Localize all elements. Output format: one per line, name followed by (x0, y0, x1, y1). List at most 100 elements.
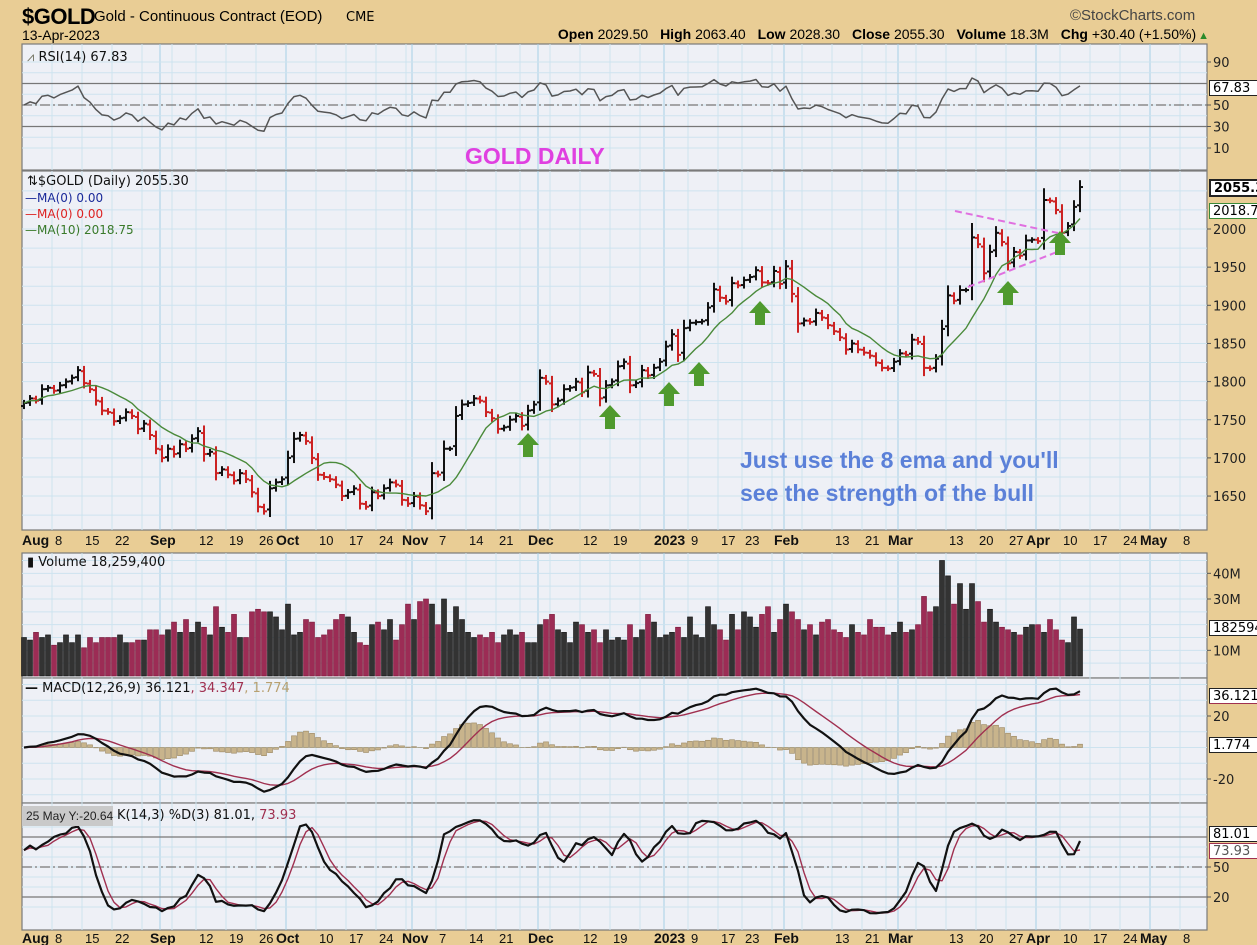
price-bar (627, 355, 633, 394)
macd-signal-value: 34.347 (198, 681, 245, 696)
price-bar (1023, 234, 1029, 261)
macd-histogram-bar (921, 747, 927, 749)
volume-bar (609, 639, 615, 677)
stockcharts-watermark[interactable]: ©StockCharts.com (1070, 7, 1196, 24)
volume-bar (123, 642, 129, 677)
macd-histogram-bar (549, 744, 555, 748)
volume-value-tag: 18259400 (1209, 620, 1257, 636)
price-bar (867, 349, 873, 359)
volume-bar (1053, 629, 1059, 677)
volume-bar (309, 621, 315, 677)
upper-trendline (954, 210, 1059, 234)
volume-bar (81, 647, 87, 677)
macd-histogram-bar (1071, 746, 1077, 748)
macd-histogram-bar (249, 747, 255, 753)
green-up-arrow-icon (688, 362, 710, 386)
price-label: $GOLD (Daily) 2055.30 (37, 174, 189, 189)
volume-bar (345, 616, 351, 677)
macd-histogram-bar (501, 741, 507, 748)
volume-bar (1023, 626, 1029, 677)
macd-histogram-bar (489, 732, 495, 748)
macd-histogram-bar (267, 747, 273, 753)
volume-bar (423, 598, 429, 677)
price-bar (213, 446, 219, 481)
x-axis-label: 13 (835, 931, 849, 945)
price-bar (447, 446, 453, 452)
macd-histogram-bar (975, 720, 981, 748)
x-axis-label: 2023 (654, 532, 685, 548)
price-bar (651, 363, 657, 379)
volume-bar (267, 611, 273, 677)
lower-trendline (967, 249, 1063, 288)
volume-bar (837, 632, 843, 677)
volume-legend: ▮ Volume 18,259,400 (27, 555, 165, 570)
x-axis-label: 17 (721, 931, 735, 945)
macd-histogram-bar (429, 743, 435, 748)
volume-bar (993, 621, 999, 677)
volume-bar (1017, 634, 1023, 677)
stoch-k-line (23, 819, 1082, 915)
price-bar (1035, 237, 1041, 244)
price-bar (819, 309, 825, 321)
price-bar (153, 430, 159, 455)
macd-histogram-bar (1023, 740, 1029, 748)
volume-bar (855, 632, 861, 677)
up-triangle-icon: ▲ (1198, 30, 1209, 42)
x-axis-label: Apr (1026, 930, 1051, 945)
volume-bar (615, 637, 621, 677)
price-bar (195, 427, 201, 443)
price-bar (459, 399, 465, 420)
price-bar (57, 381, 63, 394)
x-axis-label: 17 (349, 533, 363, 548)
macd-histogram-bar (87, 744, 93, 748)
price-bar (987, 244, 993, 279)
price-bar (723, 294, 729, 305)
macd-histogram-bar (723, 739, 729, 748)
volume-bar (525, 642, 531, 677)
macd-histogram-bar (441, 736, 447, 748)
macd-histogram-bar (483, 728, 489, 748)
x-axis-label: Oct (276, 532, 300, 548)
volume-bar (45, 634, 51, 677)
volume-bar (207, 634, 213, 677)
volume-bar (189, 632, 195, 677)
macd-histogram-bar (651, 747, 657, 751)
volume-bar (663, 634, 669, 677)
x-axis-label: 8 (55, 533, 62, 548)
macd-histogram-bar (339, 747, 345, 749)
volume-label: Volume 18,259,400 (38, 555, 166, 570)
macd-histogram-bar (507, 743, 513, 748)
volume-bar (453, 606, 459, 677)
volume-bar (321, 634, 327, 677)
volume-bar (447, 632, 453, 677)
volume-bar (729, 614, 735, 677)
volume-bar (651, 621, 657, 677)
volume-bar (501, 634, 507, 677)
price-bar (489, 408, 495, 422)
macd-histogram-bar (1035, 743, 1041, 748)
volume-bar (723, 639, 729, 677)
x-axis-label: 8 (1183, 533, 1190, 548)
volume-bar (669, 632, 675, 677)
price-bar (1077, 180, 1083, 213)
volume-bar (1011, 632, 1017, 677)
macd-histogram-bar (717, 738, 723, 748)
ohlc-bars-icon: ⇅ (27, 174, 38, 189)
price-bar (747, 274, 753, 283)
volume-bar (27, 639, 33, 677)
macd-histogram-bar (159, 747, 165, 760)
x-axis-label: 13 (949, 931, 963, 945)
x-axis-label: 21 (865, 931, 879, 945)
volume-bar (639, 629, 645, 677)
macd-histogram-bar (207, 747, 213, 750)
price-bar (957, 285, 963, 305)
macd-histogram-bar (213, 747, 219, 752)
open-value: 2029.50 (597, 26, 649, 42)
x-axis-label: 14 (469, 533, 483, 548)
x-axis-label: 17 (721, 533, 735, 548)
volume-bar (21, 637, 27, 677)
volume-bar (927, 611, 933, 677)
macd-histogram-bar (741, 740, 747, 748)
macd-histogram-bar (303, 730, 309, 748)
price-axis-label: 1700 (1213, 452, 1246, 467)
